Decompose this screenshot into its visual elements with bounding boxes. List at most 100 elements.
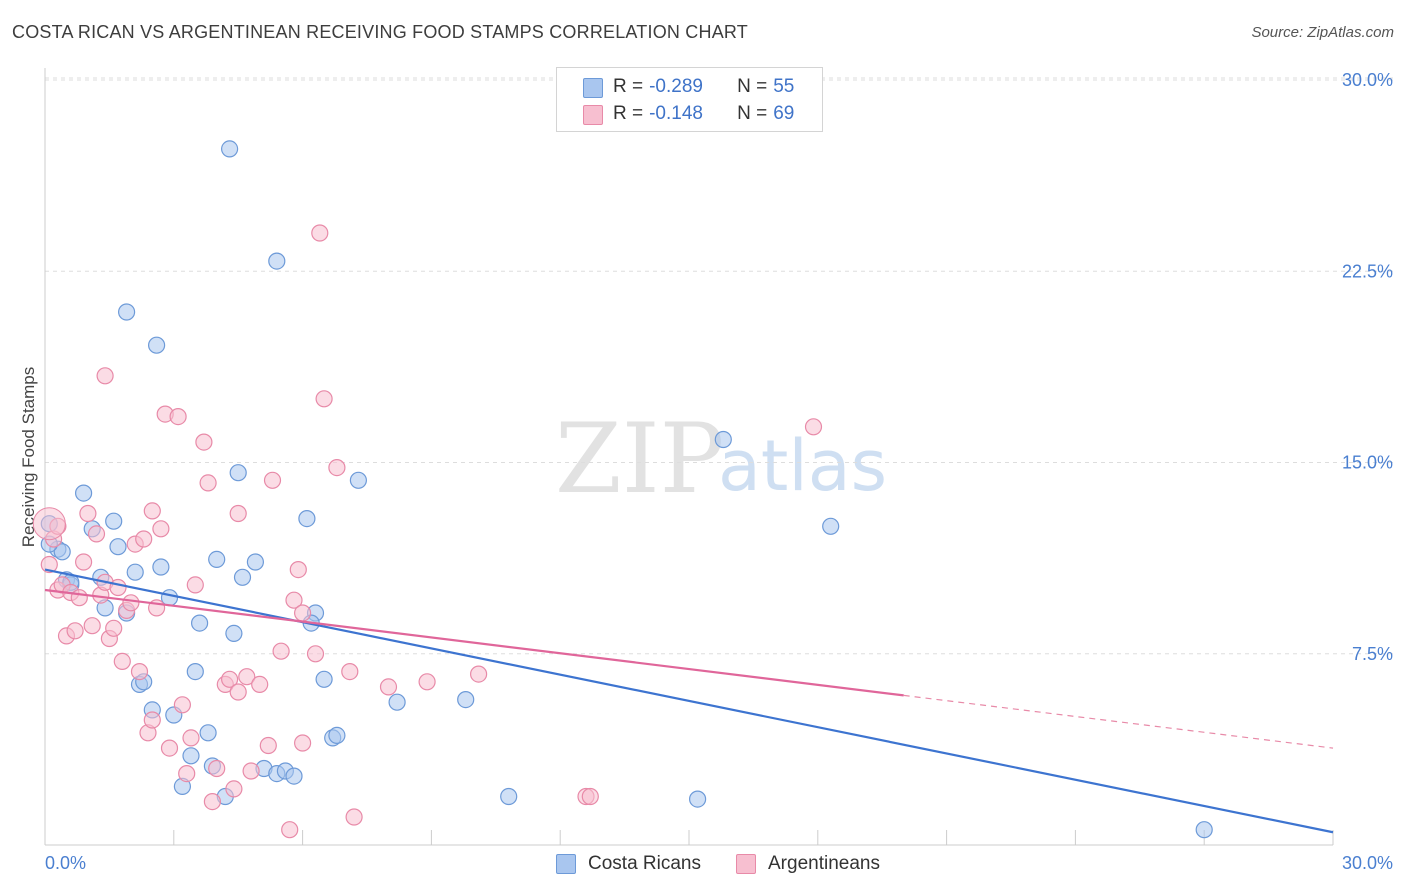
argentinean-point [341, 662, 359, 681]
y-axis-title: Receiving Food Stamps [19, 367, 38, 547]
argentinean-point [122, 594, 140, 612]
costa-rican-point [105, 512, 123, 530]
x-axis-ticks [173, 830, 1334, 845]
costa-rican-point [268, 252, 286, 270]
argentinean-point [272, 642, 290, 660]
costa-rican-point [500, 787, 518, 806]
argentinean-point [328, 459, 346, 477]
costa-rican-point [246, 553, 264, 571]
source-label: Source: ZipAtlas.com [1251, 24, 1394, 41]
stats-legend-box: R = -0.289 N = 55 R = -0.148 N = 69 [556, 67, 823, 132]
legend-label-costa-ricans: Costa Ricans [588, 853, 701, 874]
argentinean-point [229, 683, 247, 701]
costa-rican-point [160, 589, 179, 607]
argentinean-point [289, 560, 307, 579]
costa-rican-point [199, 724, 217, 742]
argentinean-point [470, 665, 488, 683]
legend-item-argentineans[interactable]: Argentineans [736, 852, 880, 876]
argentinean-point [70, 589, 88, 607]
costa-rican-trend-line [44, 568, 1334, 834]
legend-label-argentineans: Argentineans [768, 853, 880, 874]
costa-rican-point [74, 484, 93, 502]
argentinean-point [418, 673, 436, 691]
costa-rican-point [285, 767, 303, 785]
watermark-zip: ZIP [555, 403, 724, 515]
argentinean-trend-extension [903, 694, 1334, 749]
costa-rican-point [182, 747, 200, 765]
costa-rican-point [298, 509, 316, 528]
argentinean-point [96, 367, 114, 385]
grid-lines [45, 77, 1393, 655]
r-label: R = [613, 103, 644, 124]
x-tick-label-min: 0.0% [45, 853, 86, 873]
y-tick-label: 30.0% [1342, 70, 1393, 90]
n-value: 55 [773, 76, 795, 97]
costa-rican-point [191, 614, 209, 632]
costa-rican-point [117, 303, 136, 321]
stats-swatch-costa-ricans [583, 78, 603, 98]
costa-rican-point [457, 690, 475, 709]
argentinean-point [306, 645, 325, 663]
costa-rican-point [225, 624, 243, 643]
costa-rican-point [1195, 821, 1213, 839]
argentinean-point [311, 224, 329, 242]
costa-rican-point [53, 543, 71, 561]
argentinean-point [32, 507, 66, 541]
legend-swatch-costa-ricans [556, 854, 576, 874]
legend-item-costa-ricans[interactable]: Costa Ricans [556, 852, 701, 876]
argentinean-point [238, 668, 256, 686]
costa-rican-point [328, 726, 346, 745]
argentinean-point [259, 736, 277, 755]
chart-title: COSTA RICAN VS ARGENTINEAN RECEIVING FOO… [12, 22, 748, 42]
argentinean-point [195, 433, 213, 451]
argentinean-point [208, 759, 226, 778]
trend-lines [44, 568, 1334, 834]
n-value: 69 [773, 103, 795, 124]
argentinean-point [66, 622, 84, 640]
argentinean-point [152, 520, 170, 538]
argentinean-point [105, 619, 123, 637]
argentinean-point [169, 408, 187, 426]
argentinean-point [113, 652, 131, 671]
costa-rican-point [688, 790, 707, 808]
y-tick-labels: 7.5% 15.0% 22.5% 30.0% [1342, 70, 1393, 664]
argentinean-point [225, 780, 243, 798]
argentinean-point [203, 792, 221, 811]
legend-swatch-argentineans [736, 854, 756, 874]
costa-rican-point [148, 336, 166, 354]
argentinean-point [199, 474, 217, 492]
r-value: -0.289 [649, 76, 703, 97]
argentinean-point [79, 504, 97, 523]
argentinean-point [178, 764, 196, 783]
argentinean-point [804, 418, 823, 436]
argentinean-point [285, 591, 303, 609]
argentinean-point [130, 662, 149, 681]
costa-rican-point [208, 550, 226, 569]
argentinean-point [87, 525, 106, 543]
argentinean-point [221, 670, 239, 688]
costa-rican-point [388, 693, 406, 711]
costa-rican-point [152, 558, 170, 576]
stats-row-costa-ricans: R = -0.289 N = 55 [583, 74, 794, 100]
costa-rican-point [109, 538, 127, 556]
data-points [32, 140, 1213, 839]
argentinean-point [182, 729, 200, 747]
y-tick-label: 7.5% [1352, 644, 1393, 664]
argentinean-point [186, 576, 204, 594]
costa-rican-point [221, 140, 239, 158]
argentinean-point [251, 675, 269, 694]
argentinean-point [40, 555, 58, 574]
watermark-atlas: atlas [718, 425, 887, 507]
argentinean-point [83, 617, 101, 635]
argentinean-point [281, 821, 299, 839]
costa-rican-point [186, 662, 204, 681]
argentinean-point [379, 678, 398, 696]
argentinean-point [173, 696, 191, 714]
costa-rican-point [126, 563, 144, 581]
argentinean-point [74, 553, 93, 571]
stats-swatch-argentineans [583, 105, 603, 125]
n-label: N = [737, 76, 768, 97]
costa-rican-point [349, 471, 367, 489]
argentinean-point [294, 604, 312, 622]
